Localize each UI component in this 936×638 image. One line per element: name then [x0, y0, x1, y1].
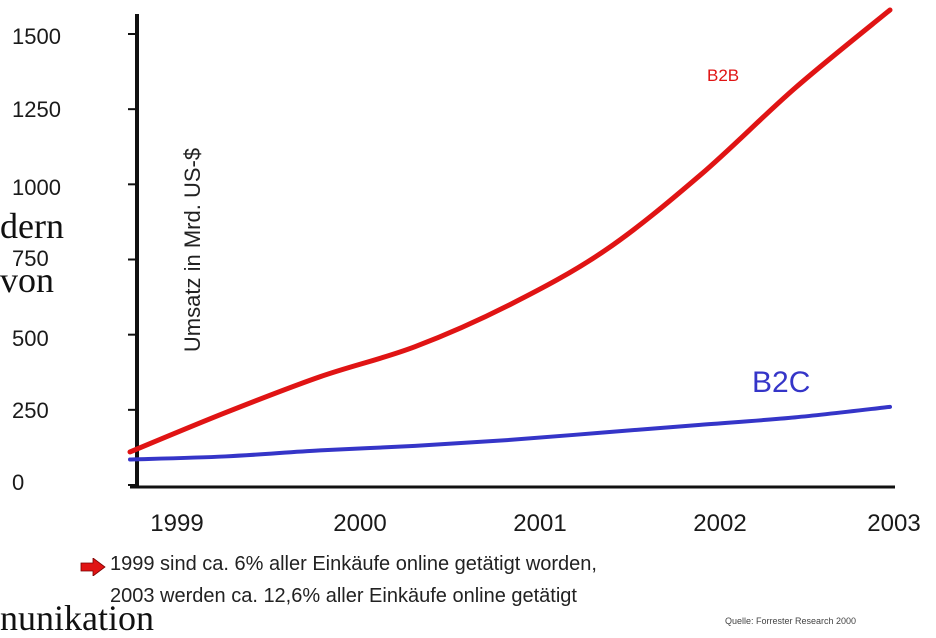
series-line-b2b — [127, 7, 893, 455]
y-tick-label: 750 — [12, 246, 49, 271]
x-tick-label: 1999 — [150, 510, 204, 537]
series-label-b2c: B2C — [752, 366, 811, 399]
x-tick-label: 2002 — [693, 510, 747, 537]
y-tick-label: 1250 — [12, 97, 61, 122]
series-label-b2b: B2B — [707, 66, 740, 85]
y-tick-label: 0 — [12, 470, 25, 495]
arrow-right-icon — [80, 558, 106, 576]
source-citation: Quelle: Forrester Research 2000 — [725, 616, 857, 626]
note-line-1: 1999 sind ca. 6% aller Einkäufe online g… — [110, 553, 597, 575]
y-tick-label: 1000 — [12, 175, 61, 200]
x-tick-label: 2000 — [333, 510, 387, 537]
background-text-fragment-2: von — [0, 260, 54, 300]
y-tick-label: 250 — [12, 398, 49, 423]
x-tick-label: 2003 — [867, 510, 921, 537]
note-line-2: 2003 werden ca. 12,6% aller Einkäufe onl… — [110, 585, 577, 607]
background-text-fragment-1: dern — [0, 206, 64, 246]
series-line-b2c — [128, 404, 892, 462]
y-tick-label: 1500 — [12, 24, 61, 49]
y-axis-label: Umsatz in Mrd. US-$ — [180, 147, 205, 353]
y-tick-label: 500 — [12, 326, 49, 351]
background-text-fragment-3: nunikation — [0, 598, 154, 638]
x-tick-label: 2001 — [513, 510, 567, 537]
